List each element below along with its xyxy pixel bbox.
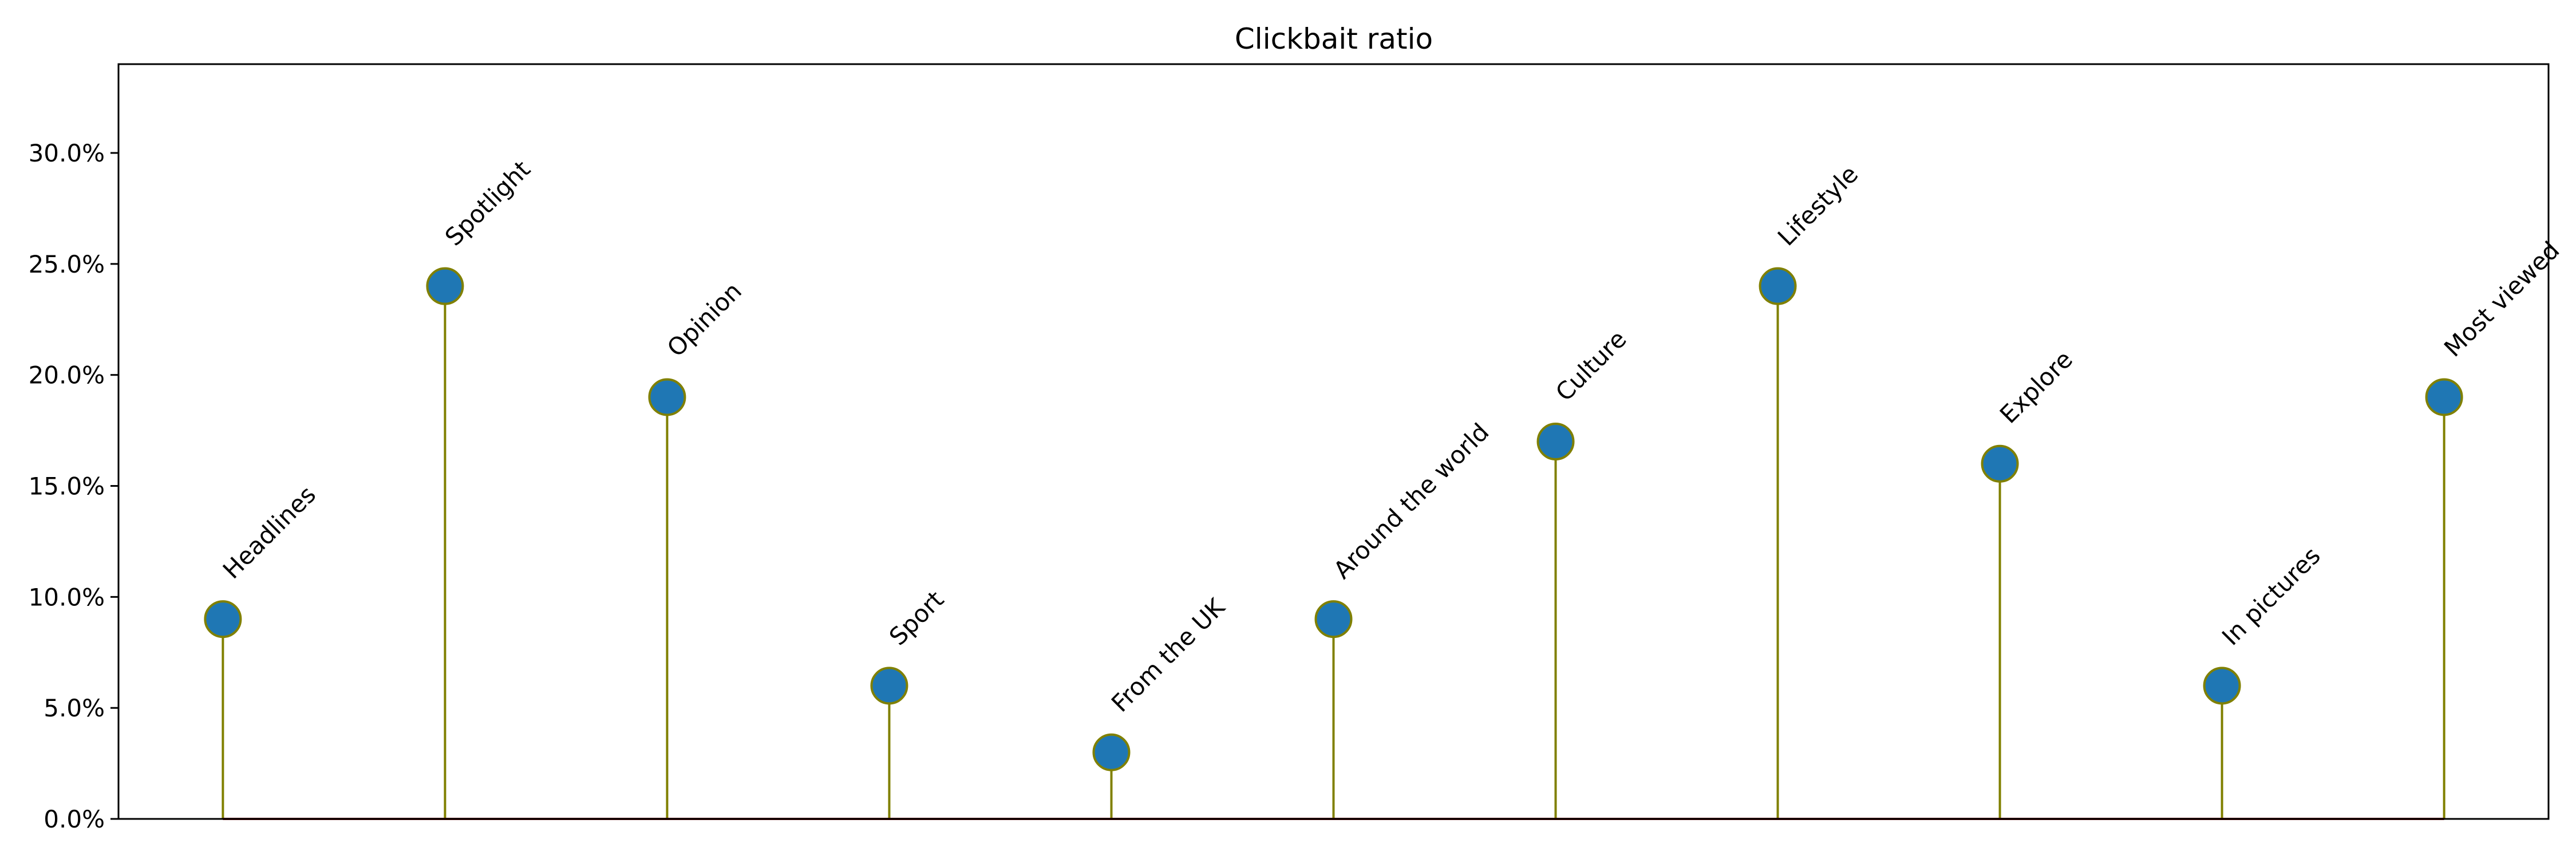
data-point-marker xyxy=(1092,733,1131,771)
data-point-marker xyxy=(1759,267,1797,305)
data-point-marker xyxy=(648,378,686,416)
data-point-marker xyxy=(1314,600,1353,639)
markers-layer xyxy=(204,267,2463,771)
y-tick-label: 0.0% xyxy=(44,805,105,833)
data-point-marker xyxy=(2425,378,2463,416)
data-point-marker xyxy=(1981,444,2019,483)
stems-layer xyxy=(222,286,2445,819)
y-tick-label: 25.0% xyxy=(29,250,105,278)
y-tick-label: 20.0% xyxy=(29,361,105,389)
y-axis-ticks: 0.0% 5.0% 10.0% 15.0% 20.0% 25.0% 30.0% xyxy=(29,139,118,833)
y-tick-label: 30.0% xyxy=(29,139,105,167)
y-tick-label: 15.0% xyxy=(29,472,105,501)
chart-title: Clickbait ratio xyxy=(1235,22,1433,56)
data-point-marker xyxy=(2203,667,2241,705)
data-point-marker xyxy=(204,600,242,639)
plot-frame xyxy=(117,63,2550,820)
data-point-marker xyxy=(870,667,908,705)
y-tick-label: 5.0% xyxy=(44,694,105,722)
data-point-marker xyxy=(426,267,464,305)
data-point-marker xyxy=(1536,423,1575,460)
y-tick-label: 10.0% xyxy=(29,583,105,611)
